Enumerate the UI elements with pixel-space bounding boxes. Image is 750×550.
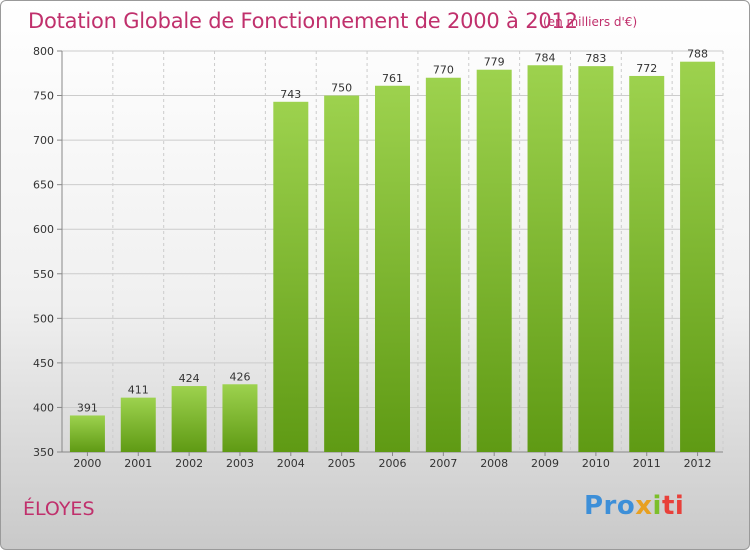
x-tick-label: 2000 bbox=[73, 457, 101, 470]
value-label: 779 bbox=[484, 56, 505, 69]
value-label: 424 bbox=[179, 372, 200, 385]
bar bbox=[476, 69, 512, 453]
bar bbox=[425, 77, 461, 452]
value-label: 411 bbox=[128, 384, 149, 397]
value-label: 772 bbox=[636, 62, 657, 75]
bar bbox=[222, 384, 258, 452]
x-tick-label: 2009 bbox=[531, 457, 559, 470]
x-tick-label: 2010 bbox=[582, 457, 610, 470]
value-label: 761 bbox=[382, 72, 403, 85]
bar bbox=[527, 65, 563, 452]
logo-part: i bbox=[652, 491, 662, 521]
value-label: 770 bbox=[433, 64, 454, 77]
bar bbox=[375, 85, 410, 453]
x-tick-label: 2008 bbox=[480, 457, 508, 470]
x-tick-label: 2001 bbox=[124, 457, 152, 470]
y-tick-label: 650 bbox=[33, 179, 54, 192]
value-label: 783 bbox=[585, 52, 606, 65]
value-label: 391 bbox=[77, 401, 98, 414]
value-label: 426 bbox=[229, 370, 250, 383]
y-tick-label: 700 bbox=[33, 134, 54, 147]
chart-title: Dotation Globale de Fonctionnement de 20… bbox=[28, 9, 578, 33]
value-label: 784 bbox=[535, 51, 556, 64]
y-tick-label: 450 bbox=[33, 357, 54, 370]
bar bbox=[629, 75, 665, 452]
y-tick-label: 350 bbox=[33, 446, 54, 459]
x-tick-label: 2002 bbox=[175, 457, 203, 470]
y-tick-label: 800 bbox=[33, 45, 54, 58]
bar bbox=[324, 95, 360, 453]
x-tick-label: 2007 bbox=[429, 457, 457, 470]
bars bbox=[69, 61, 716, 453]
y-tick-label: 600 bbox=[33, 223, 54, 236]
y-tick-label: 750 bbox=[33, 90, 54, 103]
logo-part: ti bbox=[661, 491, 685, 521]
x-tick-label: 2012 bbox=[684, 457, 712, 470]
bar bbox=[69, 415, 105, 452]
x-tick-label: 2011 bbox=[633, 457, 661, 470]
y-tick-label: 500 bbox=[33, 312, 54, 325]
bar bbox=[273, 101, 309, 452]
y-tick-label: 400 bbox=[33, 401, 54, 414]
logo-part: Pro bbox=[584, 491, 636, 521]
axes: 350 400 450 500 550 600 650 700 750 800 2000 2001 20… bbox=[33, 45, 723, 470]
value-label: 743 bbox=[280, 88, 301, 101]
x-tick-label: 2006 bbox=[379, 457, 407, 470]
town-name: ÉLOYES bbox=[23, 498, 95, 520]
x-tick-label: 2005 bbox=[328, 457, 356, 470]
x-tick-label: 2003 bbox=[226, 457, 254, 470]
bar bbox=[680, 61, 716, 453]
proxiti-logo[interactable]: Proxiti bbox=[584, 491, 684, 521]
bar bbox=[171, 386, 207, 452]
bar bbox=[578, 66, 614, 452]
bar bbox=[120, 397, 156, 452]
value-label: 750 bbox=[331, 82, 352, 95]
logo-part: x bbox=[635, 491, 653, 521]
x-tick-label: 2004 bbox=[277, 457, 305, 470]
value-label: 788 bbox=[687, 48, 708, 61]
y-tick-label: 550 bbox=[33, 268, 54, 281]
value-labels: 391 411 424 426 743 750 761 770 779 784 783 772 788 bbox=[77, 48, 708, 415]
chart-unit: (en milliers d'€) bbox=[543, 15, 638, 29]
